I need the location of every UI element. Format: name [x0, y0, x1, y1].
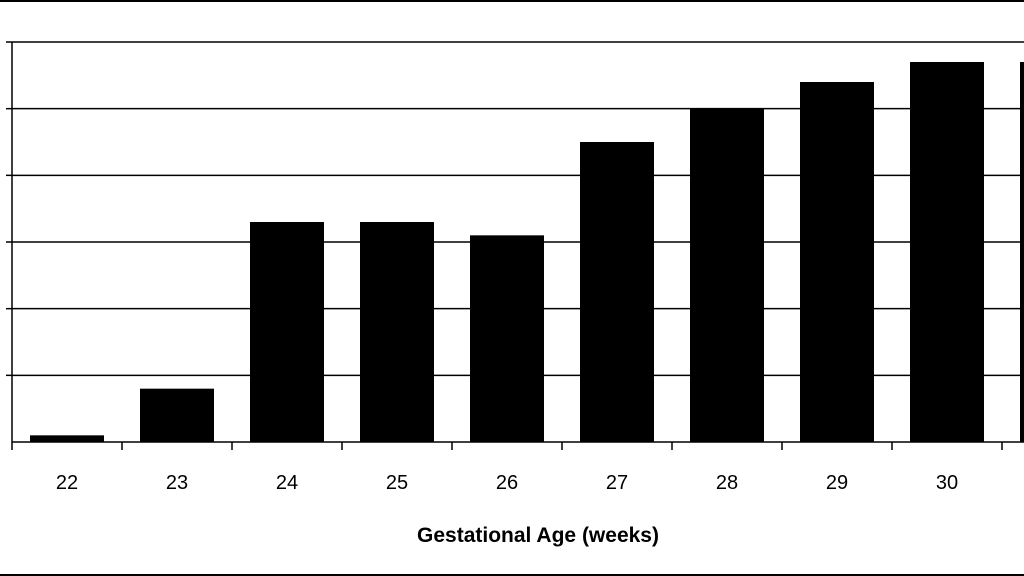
tick-labels: 22 23 24 25 26 27 28 29 30 [56, 472, 958, 494]
bar-26 [470, 235, 544, 442]
x-tick-label: 23 [166, 472, 188, 494]
bar-30 [910, 62, 984, 442]
x-tick-label: 22 [56, 472, 78, 494]
x-tick-label: 27 [606, 472, 628, 494]
bar-23 [140, 388, 214, 442]
bar-index-9 [1020, 62, 1024, 442]
bar-28 [690, 108, 764, 443]
x-tick-label: 30 [936, 472, 958, 494]
x-tick-label: 24 [276, 472, 298, 494]
bar-24 [250, 222, 324, 442]
x-axis-title: Gestational Age (weeks) [417, 524, 659, 547]
bars [30, 62, 1024, 443]
bar-29 [800, 82, 874, 442]
bar-27 [580, 142, 654, 442]
x-tick-label: 29 [826, 472, 848, 494]
x-tick-label: 28 [716, 472, 738, 494]
x-tick-label: 26 [496, 472, 518, 494]
x-tick-label: 25 [386, 472, 408, 494]
bar-25 [360, 222, 434, 442]
bar-22 [30, 435, 104, 442]
axes [6, 41, 1024, 450]
